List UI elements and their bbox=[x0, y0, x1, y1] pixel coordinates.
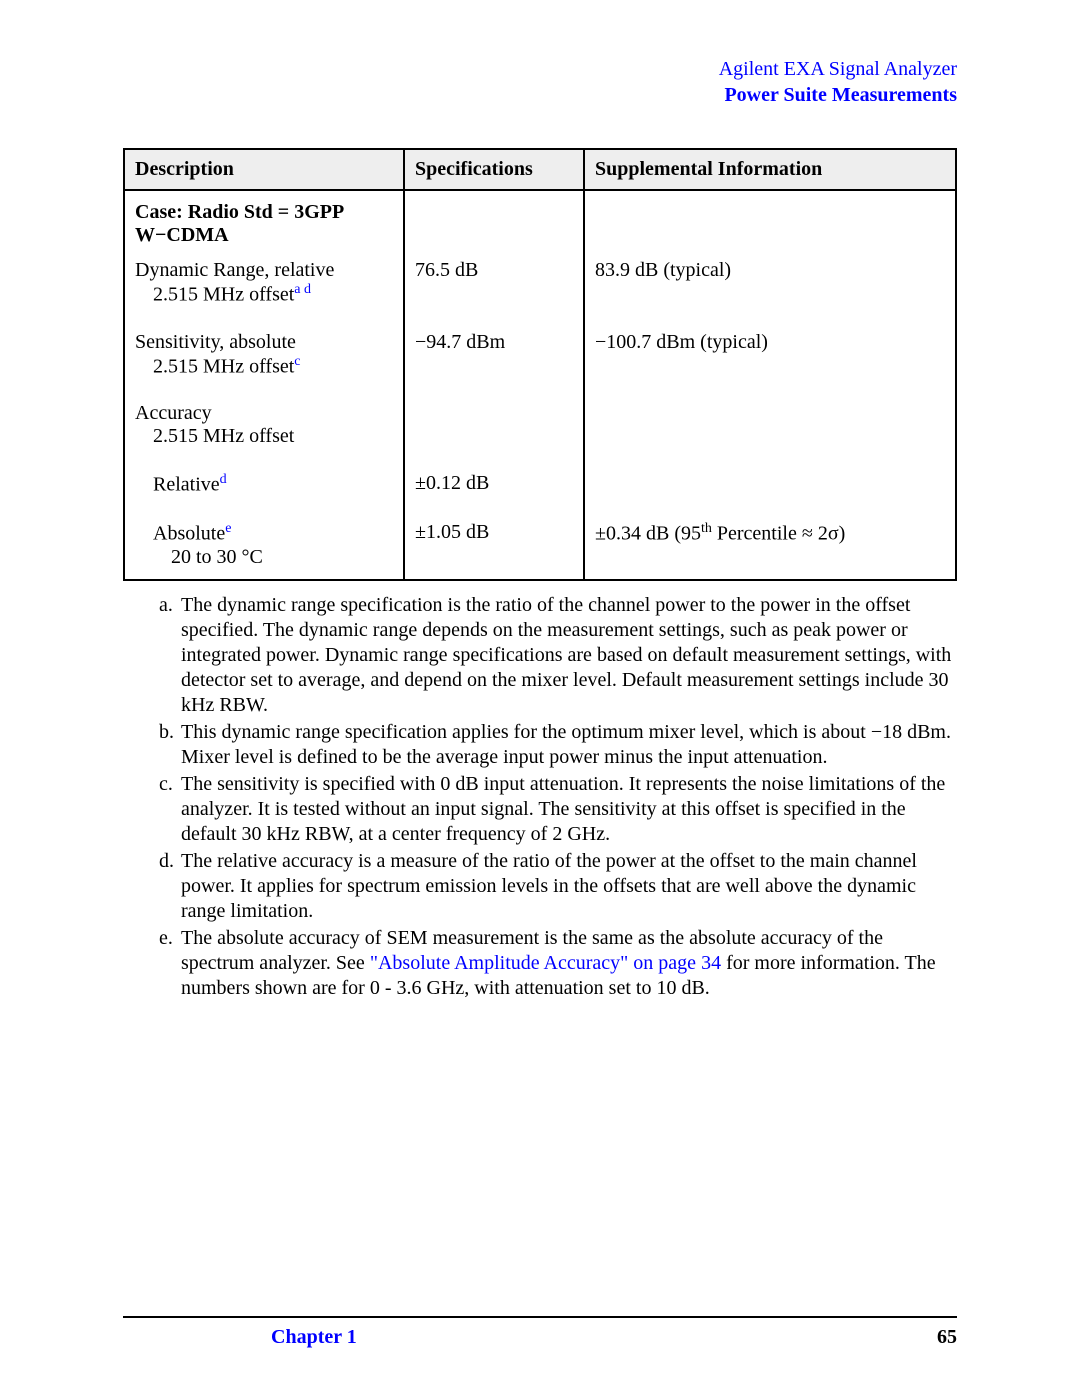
specifications-table: Description Specifications Supplemental … bbox=[123, 148, 957, 581]
header-product: Agilent EXA Signal Analyzer bbox=[123, 56, 957, 82]
abs-sub: 20 to 30 °C bbox=[135, 546, 393, 569]
sens-spec: −94.7 dBm bbox=[404, 325, 584, 385]
col-specifications: Specifications bbox=[404, 149, 584, 190]
table-row: Dynamic Range, relative 2.515 MHz offset… bbox=[124, 253, 956, 313]
abs-supp: ±0.34 dB (95th Percentile ≈ 2σ) bbox=[584, 515, 956, 580]
header-section: Power Suite Measurements bbox=[123, 82, 957, 108]
footnotes-list: a.The dynamic range specification is the… bbox=[123, 593, 957, 1001]
dynrange-supp: 83.9 dB (typical) bbox=[584, 253, 956, 313]
footer-chapter: Chapter 1 bbox=[271, 1326, 357, 1349]
table-row: Accuracy 2.515 MHz offset bbox=[124, 396, 956, 454]
col-description: Description bbox=[124, 149, 404, 190]
dynrange-label: Dynamic Range, relative bbox=[135, 259, 334, 281]
case-row: Case: Radio Std = 3GPP W−CDMA bbox=[124, 190, 956, 253]
acc-sub: 2.515 MHz offset bbox=[135, 425, 393, 448]
footnote-ref-d[interactable]: d bbox=[220, 472, 227, 487]
col-supplemental: Supplemental Information bbox=[584, 149, 956, 190]
rel-supp bbox=[584, 466, 956, 503]
sens-supp: −100.7 dBm (typical) bbox=[584, 325, 956, 385]
footnote-d: d.The relative accuracy is a measure of … bbox=[159, 849, 957, 924]
sens-label: Sensitivity, absolute bbox=[135, 331, 296, 353]
acc-label: Accuracy bbox=[135, 402, 212, 424]
footnote-a: a.The dynamic range specification is the… bbox=[159, 593, 957, 718]
page-header: Agilent EXA Signal Analyzer Power Suite … bbox=[123, 56, 957, 108]
table-header-row: Description Specifications Supplemental … bbox=[124, 149, 956, 190]
rel-spec: ±0.12 dB bbox=[404, 466, 584, 503]
rel-label: Relative bbox=[153, 474, 220, 496]
footer-page-number: 65 bbox=[937, 1326, 957, 1349]
cross-reference-link[interactable]: "Absolute Amplitude Accuracy" on page 34 bbox=[370, 952, 721, 974]
table-row: Sensitivity, absolute 2.515 MHz offsetc … bbox=[124, 325, 956, 385]
sens-sub: 2.515 MHz offset bbox=[153, 355, 294, 377]
table-row: Relatived ±0.12 dB bbox=[124, 466, 956, 503]
dynrange-spec: 76.5 dB bbox=[404, 253, 584, 313]
footnote-c: c.The sensitivity is specified with 0 dB… bbox=[159, 772, 957, 847]
table-row: Absolutee 20 to 30 °C ±1.05 dB ±0.34 dB … bbox=[124, 515, 956, 580]
abs-spec: ±1.05 dB bbox=[404, 515, 584, 580]
case-label: Case: Radio Std = 3GPP W−CDMA bbox=[124, 190, 404, 253]
dynrange-sub: 2.515 MHz offset bbox=[153, 284, 294, 306]
footnote-ref-c[interactable]: c bbox=[294, 354, 300, 369]
abs-label: Absolute bbox=[153, 523, 225, 545]
footnote-b: b.This dynamic range specification appli… bbox=[159, 720, 957, 770]
footnote-ref-e[interactable]: e bbox=[225, 521, 231, 536]
footnote-e: e.The absolute accuracy of SEM measureme… bbox=[159, 926, 957, 1001]
footnote-ref-a-d[interactable]: a d bbox=[294, 282, 311, 297]
page-footer: Chapter 1 65 bbox=[123, 1316, 957, 1349]
